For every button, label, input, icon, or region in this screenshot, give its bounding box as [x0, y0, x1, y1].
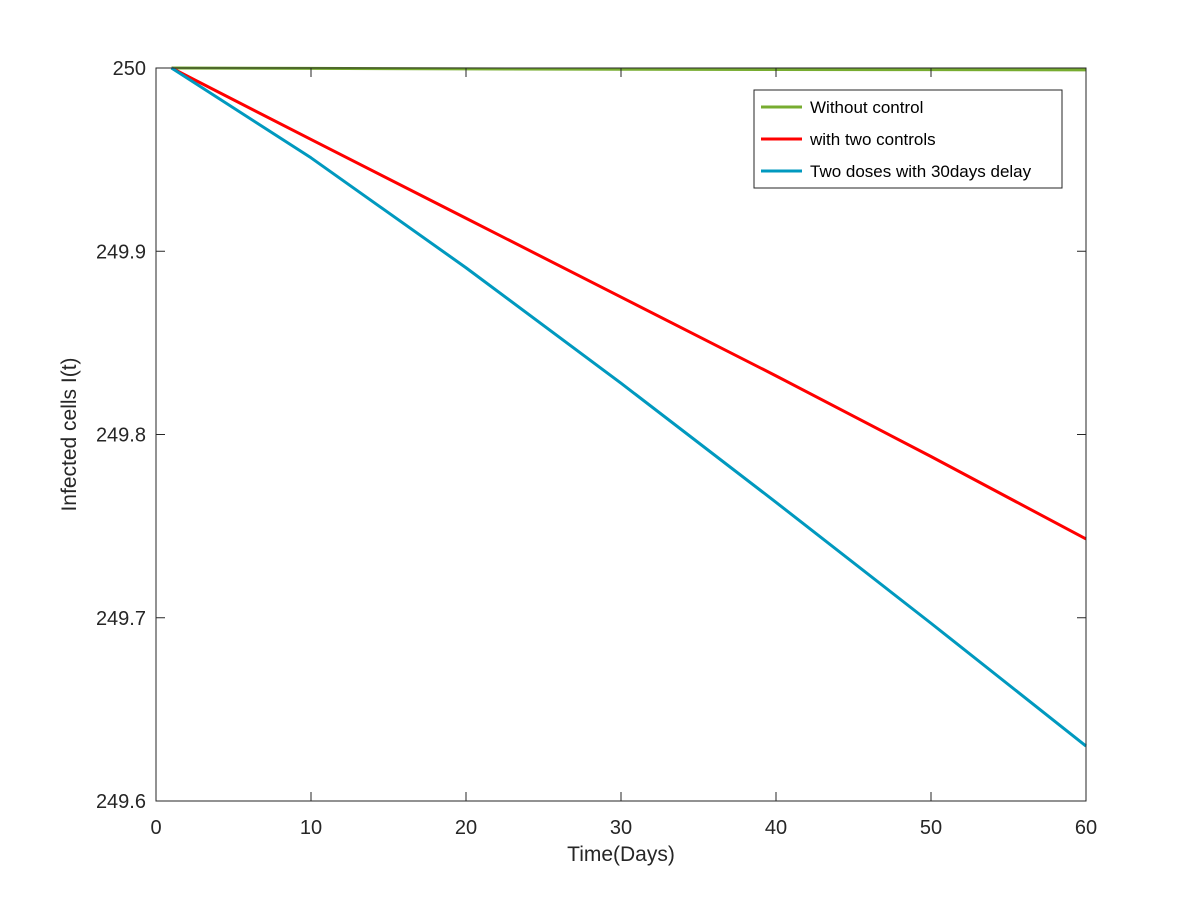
- y-tick-label: 249.6: [96, 791, 146, 813]
- legend: Without control with two controls Two dose…: [753, 89, 1063, 189]
- x-tick-label: 20: [455, 817, 477, 839]
- legend-box: [753, 89, 1063, 189]
- series-line-3: [170, 66, 1087, 748]
- legend-label-2: with two controls: [809, 130, 936, 149]
- legend-label-1: Without control: [810, 98, 923, 117]
- x-tick-label: 10: [300, 817, 322, 839]
- x-tick-label: 30: [610, 817, 632, 839]
- x-tick-label: 0: [150, 817, 161, 839]
- y-tick-label: 250: [113, 58, 146, 80]
- y-tick-label: 249.8: [96, 425, 146, 447]
- x-axis-label: Time(Days): [567, 843, 675, 866]
- plot-area: [156, 68, 1086, 801]
- y-tick-label: 249.9: [96, 241, 146, 263]
- legend-label-3: Two doses with 30days delay: [810, 162, 1032, 181]
- y-tick-label: 249.7: [96, 608, 146, 630]
- axes-layer: 0 10 20 30 40 50 60 249.6 249.7 249.8 249.9 250: [96, 58, 1097, 839]
- x-tick-label: 60: [1075, 817, 1097, 839]
- plot-background: [156, 68, 1086, 801]
- x-tick-label: 50: [920, 817, 942, 839]
- x-tick-label: 40: [765, 817, 787, 839]
- series-line-2: [170, 66, 1087, 541]
- y-axis-label: Infected cells I(t): [58, 357, 81, 511]
